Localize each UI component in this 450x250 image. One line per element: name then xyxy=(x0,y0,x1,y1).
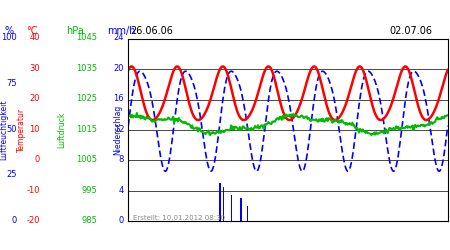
Text: 16: 16 xyxy=(113,94,124,103)
Bar xyxy=(247,206,248,221)
Text: 100: 100 xyxy=(1,34,17,42)
Text: %: % xyxy=(4,26,13,36)
Text: 4: 4 xyxy=(119,186,124,194)
Text: °C: °C xyxy=(26,26,37,36)
Text: 995: 995 xyxy=(81,186,97,194)
Text: hPa: hPa xyxy=(67,26,85,36)
Text: 0: 0 xyxy=(119,216,124,225)
Text: 1015: 1015 xyxy=(76,125,97,134)
Text: 1045: 1045 xyxy=(76,34,97,42)
Text: 12: 12 xyxy=(114,125,124,134)
Text: 0: 0 xyxy=(35,155,40,164)
Bar xyxy=(219,183,220,221)
Bar xyxy=(230,195,232,221)
Text: 10: 10 xyxy=(30,125,40,134)
Text: 02.07.06: 02.07.06 xyxy=(389,26,432,36)
Text: 50: 50 xyxy=(7,125,17,134)
Text: -20: -20 xyxy=(27,216,40,225)
Text: 75: 75 xyxy=(6,79,17,88)
Text: 1035: 1035 xyxy=(76,64,97,73)
Text: 8: 8 xyxy=(119,155,124,164)
Text: 25: 25 xyxy=(7,170,17,179)
Text: 1005: 1005 xyxy=(76,155,97,164)
Text: Erstellt: 10.01.2012 08:30: Erstellt: 10.01.2012 08:30 xyxy=(133,215,225,221)
Text: 26.06.06: 26.06.06 xyxy=(130,26,173,36)
Text: 24: 24 xyxy=(114,34,124,42)
Bar xyxy=(240,198,242,221)
Text: -10: -10 xyxy=(27,186,40,194)
Text: Niederschlag: Niederschlag xyxy=(113,105,122,155)
Text: Luftdruck: Luftdruck xyxy=(58,112,67,148)
Bar xyxy=(223,187,225,221)
Text: 40: 40 xyxy=(30,34,40,42)
Text: 1025: 1025 xyxy=(76,94,97,103)
Text: 20: 20 xyxy=(114,64,124,73)
Text: Luftfeuchtigkeit: Luftfeuchtigkeit xyxy=(0,100,8,160)
Text: 20: 20 xyxy=(30,94,40,103)
Text: 0: 0 xyxy=(12,216,17,225)
Text: 30: 30 xyxy=(29,64,40,73)
Text: 985: 985 xyxy=(81,216,97,225)
Text: mm/h: mm/h xyxy=(107,26,135,36)
Text: Temperatur: Temperatur xyxy=(17,108,26,152)
